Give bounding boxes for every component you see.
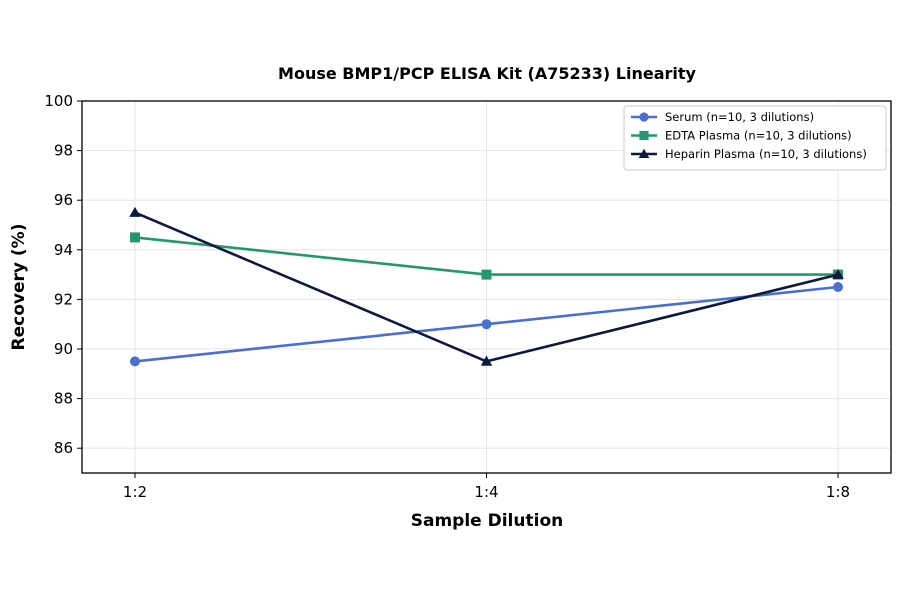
y-tick-label: 86 — [54, 439, 73, 457]
y-tick-label: 100 — [44, 92, 73, 110]
x-tick-label: 1:8 — [826, 483, 850, 501]
tick-layer: 86 88 90 92 94 96 98 100 1:2 1:4 1:8 — [44, 92, 850, 501]
data-point — [833, 282, 843, 292]
legend-item: Heparin Plasma (n=10, 3 dilutions) — [631, 147, 867, 161]
series-layer — [129, 206, 844, 367]
chart-title: Mouse BMP1/PCP ELISA Kit (A75233) Linear… — [278, 64, 696, 83]
y-tick-label: 90 — [54, 340, 73, 358]
data-point — [129, 206, 141, 217]
data-point — [832, 268, 844, 279]
legend: Serum (n=10, 3 dilutions) EDTA Plasma (n=… — [623, 105, 887, 171]
series-group — [130, 282, 843, 367]
legend-box — [623, 105, 887, 171]
data-point — [130, 232, 140, 243]
legend-label: Serum (n=10, 3 dilutions) — [665, 110, 814, 124]
data-point — [480, 355, 493, 366]
x-axis-label: Sample Dilution — [411, 511, 563, 531]
y-tick-label: 96 — [54, 191, 73, 209]
legend-swatch-marker — [639, 112, 649, 122]
data-point — [481, 319, 492, 330]
data-point — [481, 269, 492, 280]
x-tick-label: 1:4 — [474, 483, 498, 501]
legend-label: Heparin Plasma (n=10, 3 dilutions) — [665, 147, 867, 161]
series-group — [129, 206, 844, 366]
x-tick-label: 1:2 — [123, 483, 147, 501]
data-point — [130, 356, 140, 367]
y-tick-label: 98 — [54, 142, 73, 160]
legend-item: EDTA Plasma (n=10, 3 dilutions) — [631, 129, 852, 143]
legend-swatch-marker — [638, 148, 650, 158]
y-tick-label: 92 — [54, 290, 73, 308]
y-tick-label: 94 — [54, 241, 73, 259]
y-tick-label: 88 — [54, 390, 73, 408]
legend-label: EDTA Plasma (n=10, 3 dilutions) — [665, 129, 852, 143]
y-axis-label: Recovery (%) — [9, 224, 29, 351]
legend-item: Serum (n=10, 3 dilutions) — [631, 110, 814, 124]
legend-swatch-marker — [639, 130, 649, 141]
